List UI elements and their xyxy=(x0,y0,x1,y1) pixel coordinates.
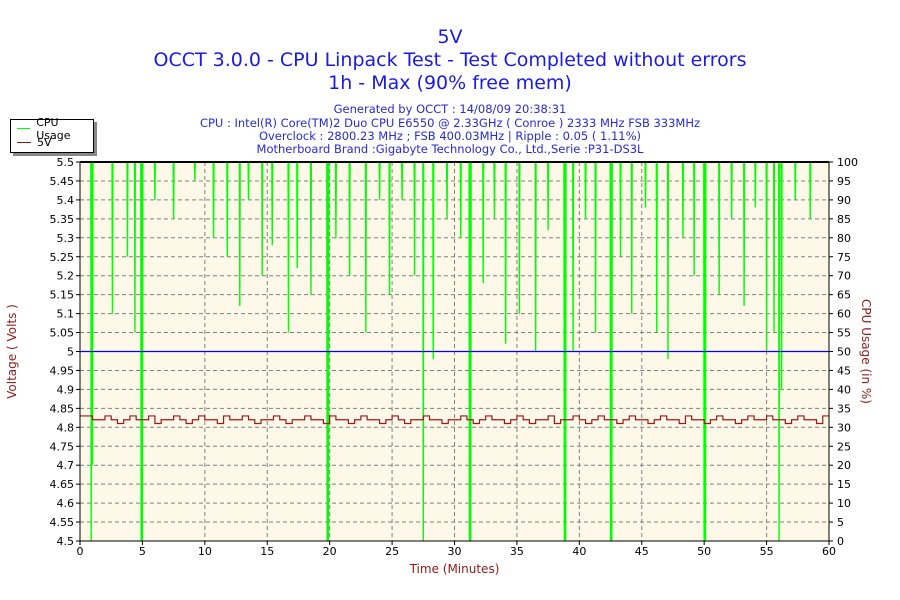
x-tick-label: 30 xyxy=(448,545,462,558)
y2-tick-label: 60 xyxy=(837,308,851,321)
y2-tick-label: 70 xyxy=(837,270,851,283)
y2-tick-label: 75 xyxy=(837,251,851,264)
y-tick-label: 5.2 xyxy=(57,270,75,283)
y2-tick-label: 95 xyxy=(837,175,851,188)
x-axis-label: Time (Minutes) xyxy=(409,562,500,576)
y2-tick-label: 5 xyxy=(837,516,844,529)
y-axis-label: Voltage ( Volts ) xyxy=(5,304,19,399)
y2-tick-label: 0 xyxy=(837,535,844,548)
info-motherboard: Motherboard Brand :Gigabyte Technology C… xyxy=(256,142,644,156)
y-tick-label: 4.95 xyxy=(50,364,75,377)
y2-axis-label: CPU Usage (in %) xyxy=(859,299,873,404)
y-tick-label: 4.6 xyxy=(57,497,75,510)
y-tick-label: 5.3 xyxy=(57,232,75,245)
x-tick-label: 35 xyxy=(510,545,524,558)
y-tick-label: 5.05 xyxy=(50,327,75,340)
x-tick-label: 0 xyxy=(77,545,84,558)
y2-tick-label: 90 xyxy=(837,194,851,207)
y2-tick-label: 45 xyxy=(837,364,851,377)
y-tick-label: 5.35 xyxy=(50,213,75,226)
legend: CPU Usage 5V xyxy=(10,116,94,153)
y2-tick-label: 25 xyxy=(837,440,851,453)
x-tick-label: 45 xyxy=(635,545,649,558)
legend-label: 5V xyxy=(37,136,52,149)
x-tick-label: 40 xyxy=(572,545,586,558)
y2-tick-label: 85 xyxy=(837,213,851,226)
y-tick-label: 4.85 xyxy=(50,402,75,415)
x-tick-label: 15 xyxy=(260,545,274,558)
info-cpu: CPU : Intel(R) Core(TM)2 Duo CPU E6550 @… xyxy=(199,116,701,130)
chart-subtitle: OCCT 3.0.0 - CPU Linpack Test - Test Com… xyxy=(153,49,747,71)
y-tick-label: 4.5 xyxy=(57,535,75,548)
y-tick-label: 4.7 xyxy=(57,459,75,472)
x-tick-label: 55 xyxy=(760,545,774,558)
y2-tick-label: 100 xyxy=(837,156,858,169)
y-tick-label: 4.65 xyxy=(50,478,75,491)
x-tick-label: 25 xyxy=(385,545,399,558)
chart-title: 5V xyxy=(437,26,463,48)
y-tick-label: 5.1 xyxy=(57,308,75,321)
y2-tick-label: 35 xyxy=(837,402,851,415)
x-tick-label: 5 xyxy=(139,545,146,558)
y-tick-label: 4.55 xyxy=(50,516,75,529)
legend-item-cpu-usage: CPU Usage xyxy=(17,116,93,142)
info-generated: Generated by OCCT : 14/08/09 20:38:31 xyxy=(333,102,567,116)
info-overclock: Overclock : 2800.23 MHz ; FSB 400.03MHz … xyxy=(258,129,642,143)
y2-tick-label: 65 xyxy=(837,289,851,302)
y2-tick-label: 10 xyxy=(837,497,851,510)
y2-tick-label: 40 xyxy=(837,383,851,396)
y-tick-label: 5 xyxy=(67,346,74,359)
legend-swatch-cpu xyxy=(17,128,31,129)
y-tick-label: 4.75 xyxy=(50,440,75,453)
x-tick-label: 20 xyxy=(323,545,337,558)
y-tick-label: 4.9 xyxy=(57,383,75,396)
y2-tick-label: 20 xyxy=(837,459,851,472)
y-tick-label: 4.8 xyxy=(57,421,75,434)
x-tick-label: 60 xyxy=(822,545,836,558)
y2-tick-label: 30 xyxy=(837,421,851,434)
y2-tick-label: 80 xyxy=(837,232,851,245)
y2-tick-label: 55 xyxy=(837,327,851,340)
y-tick-label: 5.45 xyxy=(50,175,75,188)
x-tick-label: 10 xyxy=(198,545,212,558)
legend-item-5v: 5V xyxy=(17,136,52,149)
legend-swatch-5v xyxy=(17,142,31,143)
y2-tick-label: 50 xyxy=(837,346,851,359)
y-tick-label: 5.25 xyxy=(50,251,75,264)
y-tick-label: 5.5 xyxy=(57,156,75,169)
y-tick-label: 5.4 xyxy=(57,194,75,207)
chart-subtitle-2: 1h - Max (90% free mem) xyxy=(328,72,572,94)
y-tick-label: 5.15 xyxy=(50,289,75,302)
legend-label: CPU Usage xyxy=(36,115,71,142)
x-tick-label: 50 xyxy=(697,545,711,558)
series-5v xyxy=(80,415,829,425)
y2-tick-label: 15 xyxy=(837,478,851,491)
